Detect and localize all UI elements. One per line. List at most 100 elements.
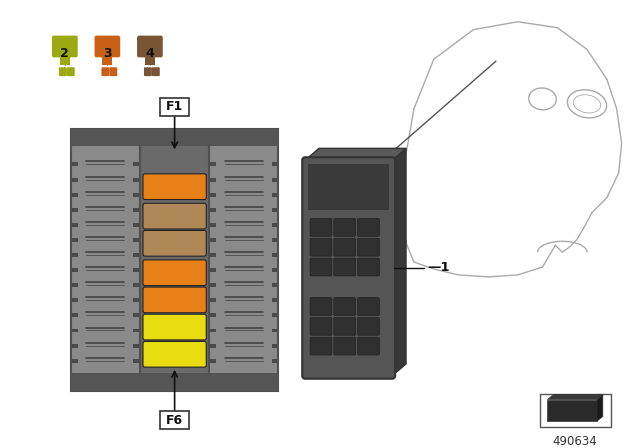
Bar [210,253,216,257]
Text: F6: F6 [166,414,183,427]
FancyBboxPatch shape [102,67,109,76]
Bar [133,193,139,197]
Bar [133,177,139,181]
Bar [271,238,278,242]
Bar [133,223,139,227]
Polygon shape [305,148,406,160]
FancyBboxPatch shape [358,297,380,315]
Bar [271,268,278,272]
Bar [133,253,139,257]
Bar [60,53,70,65]
Bar [72,193,77,197]
FancyBboxPatch shape [143,230,206,256]
FancyBboxPatch shape [59,67,67,76]
Bar [133,268,139,272]
FancyBboxPatch shape [95,35,120,57]
Bar [72,238,77,242]
Polygon shape [547,395,603,400]
FancyBboxPatch shape [137,35,163,57]
Bar [271,359,278,363]
Text: 4: 4 [145,47,154,60]
Bar [547,400,597,421]
Bar [210,314,216,317]
Text: F1: F1 [166,100,183,113]
Bar [210,298,216,302]
FancyBboxPatch shape [160,98,189,116]
FancyBboxPatch shape [143,341,206,367]
Bar [133,344,139,348]
FancyBboxPatch shape [144,67,152,76]
Bar [72,223,77,227]
Bar [271,283,278,287]
Bar [71,129,278,146]
FancyBboxPatch shape [334,238,356,256]
FancyBboxPatch shape [160,411,189,429]
Polygon shape [392,148,406,376]
Bar [71,129,278,391]
Bar [210,223,216,227]
FancyBboxPatch shape [152,67,160,76]
FancyBboxPatch shape [334,258,356,276]
Bar [72,344,77,348]
Bar [210,177,216,181]
Bar [271,193,278,197]
Bar [271,253,278,257]
Bar [133,314,139,317]
FancyBboxPatch shape [52,35,77,57]
Bar [72,163,77,166]
Bar [271,298,278,302]
FancyBboxPatch shape [67,67,75,76]
FancyBboxPatch shape [358,337,380,355]
Bar [72,208,77,212]
Bar [271,163,278,166]
FancyBboxPatch shape [358,219,380,237]
Bar [308,164,389,210]
Text: —1: —1 [427,262,449,275]
FancyBboxPatch shape [310,337,332,355]
Bar [133,238,139,242]
Bar [72,283,77,287]
Bar [71,373,278,391]
Polygon shape [597,395,603,421]
Bar [72,314,77,317]
Bar [72,253,77,257]
Bar [145,53,155,65]
Text: 2: 2 [61,47,69,60]
Bar [72,268,77,272]
FancyBboxPatch shape [334,297,356,315]
Bar [210,238,216,242]
FancyBboxPatch shape [302,157,395,379]
FancyBboxPatch shape [143,260,206,285]
FancyBboxPatch shape [310,238,332,256]
Text: 3: 3 [103,47,112,60]
Bar [72,298,77,302]
Bar [140,146,209,373]
Bar [210,163,216,166]
Bar [210,344,216,348]
Bar [210,193,216,197]
FancyBboxPatch shape [358,258,380,276]
Bar [210,328,216,332]
Bar [72,359,77,363]
Bar [133,298,139,302]
FancyBboxPatch shape [310,258,332,276]
Bar [72,177,77,181]
FancyBboxPatch shape [109,67,117,76]
Bar [271,208,278,212]
FancyBboxPatch shape [334,337,356,355]
FancyBboxPatch shape [358,318,380,335]
Bar [210,208,216,212]
Bar [271,177,278,181]
Bar [133,163,139,166]
FancyBboxPatch shape [143,287,206,313]
FancyBboxPatch shape [310,318,332,335]
FancyBboxPatch shape [310,219,332,237]
Bar [72,328,77,332]
Bar [133,283,139,287]
FancyBboxPatch shape [143,203,206,229]
Bar [210,359,216,363]
Bar [210,283,216,287]
Bar [133,208,139,212]
Text: 490634: 490634 [553,435,598,448]
FancyBboxPatch shape [334,219,356,237]
